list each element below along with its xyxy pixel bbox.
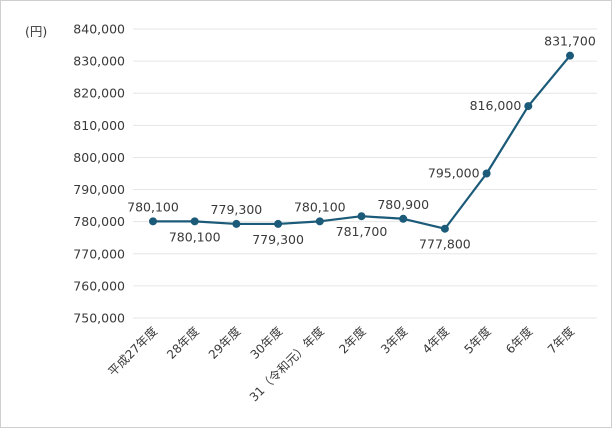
data-label: 795,000 (428, 166, 480, 181)
x-tick-label: 6年度 (502, 324, 535, 357)
data-point (274, 219, 283, 228)
x-tick-label: 7年度 (544, 324, 577, 357)
data-label: 831,700 (544, 34, 596, 49)
data-label: 779,300 (211, 202, 263, 217)
data-point (482, 169, 491, 178)
data-point (440, 224, 449, 233)
data-point (524, 102, 533, 111)
data-label: 779,300 (252, 232, 304, 247)
unit-label: (円) (25, 24, 47, 39)
y-tick-label: 770,000 (73, 246, 125, 261)
x-tick-label: 5年度 (461, 324, 494, 357)
data-label: 780,100 (169, 229, 221, 244)
x-tick-label: 30年度 (247, 324, 285, 362)
x-tick-label: 3年度 (377, 324, 410, 357)
y-tick-label: 840,000 (73, 22, 125, 37)
data-label: 780,100 (294, 199, 346, 214)
data-label: 777,800 (419, 237, 471, 252)
x-tick-label: 28年度 (163, 324, 201, 362)
data-point (190, 217, 199, 226)
y-axis-ticks: 750,000 760,000 770,000 780,000 790,000 800,0… (73, 22, 125, 326)
data-label: 780,100 (127, 199, 179, 214)
data-points (149, 51, 574, 233)
y-tick-label: 800,000 (73, 150, 125, 165)
x-tick-label: 31（令和元）年度 (246, 324, 327, 405)
y-tick-label: 760,000 (73, 278, 125, 293)
data-label: 780,900 (377, 197, 429, 212)
y-tick-label: 750,000 (73, 311, 125, 326)
y-tick-label: 790,000 (73, 182, 125, 197)
y-tick-label: 810,000 (73, 118, 125, 133)
x-tick-label: 平成27年度 (105, 324, 160, 379)
data-point (399, 214, 408, 223)
data-point (357, 212, 366, 221)
y-tick-label: 820,000 (73, 86, 125, 101)
x-tick-label: 4年度 (419, 324, 452, 357)
y-tick-label: 830,000 (73, 54, 125, 69)
data-labels: 780,100 780,100 779,300 779,300 780,100 781,7… (127, 34, 596, 252)
data-label: 816,000 (470, 98, 522, 113)
data-point (149, 217, 157, 226)
data-point (232, 219, 241, 228)
data-point (315, 217, 324, 226)
y-tick-label: 780,000 (73, 214, 125, 229)
data-point (566, 51, 574, 60)
x-tick-label: 2年度 (336, 324, 369, 357)
gridlines (133, 28, 597, 319)
data-label: 781,700 (336, 224, 388, 239)
x-tick-label: 29年度 (205, 324, 243, 362)
